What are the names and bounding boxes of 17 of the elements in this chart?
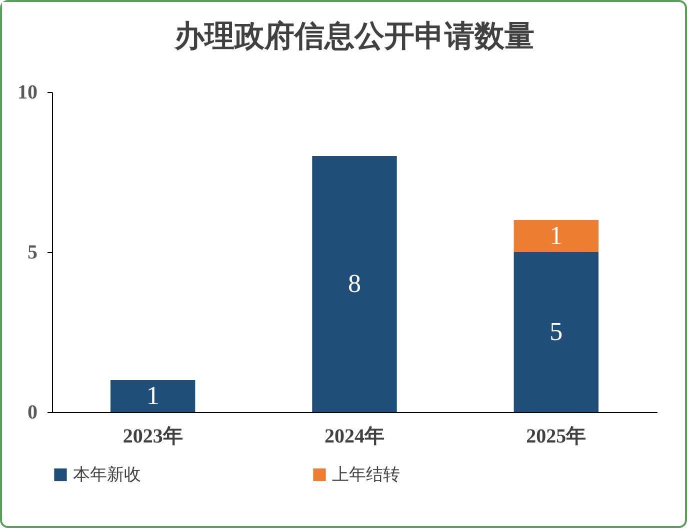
data-label: 8 xyxy=(348,269,361,298)
bar xyxy=(514,220,599,252)
data-label: 5 xyxy=(550,317,563,346)
y-tick-label: 0 xyxy=(28,402,38,424)
y-tick-label: 5 xyxy=(28,242,38,264)
y-tick-label: 10 xyxy=(18,82,38,104)
data-label: 1 xyxy=(550,221,563,250)
x-tick-label: 2024年 xyxy=(324,426,384,448)
bar xyxy=(110,380,196,412)
chart-title: 办理政府信息公开申请数量 xyxy=(174,19,534,53)
x-tick-label: 2025年 xyxy=(526,426,586,448)
x-tick-label: 2023年 xyxy=(122,426,183,448)
legend-label: 本年新收 xyxy=(73,464,141,484)
bar xyxy=(514,252,599,412)
data-label: 1 xyxy=(146,381,160,410)
bar xyxy=(312,156,397,412)
legend-label: 上年结转 xyxy=(332,464,400,484)
